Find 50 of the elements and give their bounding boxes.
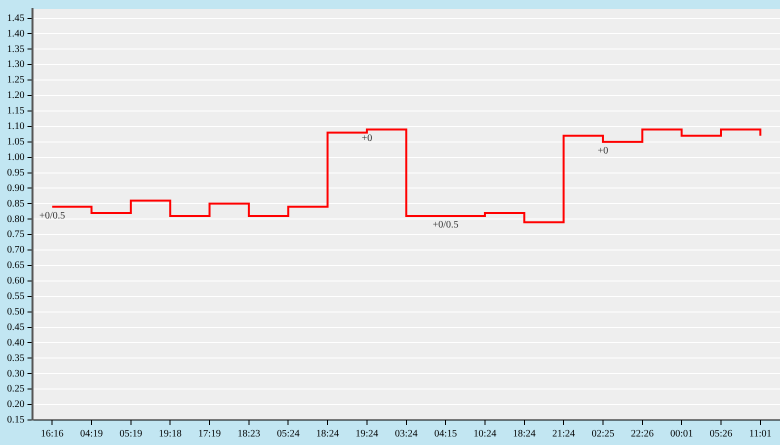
x-tick-label: 19:18 bbox=[158, 428, 182, 440]
annotation: +0/0.5 bbox=[39, 210, 66, 222]
y-tick-label: 0.70 bbox=[7, 244, 24, 256]
x-tick-label: 16:16 bbox=[40, 428, 64, 440]
y-tick-label: 0.15 bbox=[7, 414, 24, 426]
y-tick-label: 0.20 bbox=[7, 399, 24, 410]
y-tick-label: 0.55 bbox=[7, 291, 24, 302]
y-tick-label: 0.80 bbox=[7, 214, 24, 225]
y-tick-label: 1.15 bbox=[7, 106, 24, 117]
x-tick-label: 18:24 bbox=[316, 428, 339, 440]
y-tick-label: 1.45 bbox=[7, 12, 24, 24]
y-tick-label: 0.45 bbox=[7, 322, 24, 333]
y-tick-label: 0.35 bbox=[7, 352, 24, 364]
y-tick-label: 1.00 bbox=[7, 152, 24, 163]
y-tick-label: 1.40 bbox=[7, 28, 24, 40]
y-tick-label: 0.40 bbox=[7, 337, 24, 348]
y-tick-label: 0.90 bbox=[7, 182, 24, 194]
y-tick-label: 0.95 bbox=[7, 167, 24, 178]
annotation: +0 bbox=[598, 146, 608, 157]
y-tick-label: 1.20 bbox=[7, 90, 24, 102]
annotation: +0/0.5 bbox=[432, 220, 459, 231]
x-tick-label: 18:23 bbox=[237, 428, 260, 440]
y-tick-label: 1.10 bbox=[7, 121, 24, 132]
x-tick-label: 11:01 bbox=[749, 428, 772, 440]
y-tick-label: 0.75 bbox=[7, 229, 24, 240]
x-tick-label: 19:24 bbox=[356, 428, 378, 440]
y-tick-label: 1.05 bbox=[7, 136, 24, 148]
x-tick-label: 22:26 bbox=[630, 428, 654, 440]
annotation: +0 bbox=[362, 133, 372, 144]
x-tick-label: 21:24 bbox=[552, 428, 576, 440]
x-tick-label: 05:24 bbox=[276, 428, 300, 440]
y-tick-label: 0.50 bbox=[7, 306, 24, 318]
x-tick-label: 05:19 bbox=[119, 428, 142, 440]
x-tick-label: 02:25 bbox=[592, 428, 614, 440]
x-tick-label: 04:15 bbox=[434, 428, 457, 440]
y-tick-label: 0.30 bbox=[7, 368, 24, 380]
y-tick-label: 0.60 bbox=[7, 276, 24, 287]
x-tick-label: 05:26 bbox=[710, 428, 732, 440]
x-tick-label: 17:19 bbox=[198, 428, 221, 440]
y-tick-label: 1.35 bbox=[7, 44, 24, 55]
y-tick-label: 1.25 bbox=[7, 74, 24, 86]
x-tick-label: 10:24 bbox=[474, 428, 496, 440]
x-tick-label: 18:24 bbox=[512, 428, 536, 440]
y-tick-label: 1.30 bbox=[7, 59, 24, 70]
x-tick-label: 00:01 bbox=[670, 428, 694, 440]
y-tick-label: 0.65 bbox=[7, 260, 24, 272]
x-tick-label: 04:19 bbox=[80, 428, 103, 440]
x-tick-label: 03:24 bbox=[394, 428, 418, 440]
y-tick-label: 0.25 bbox=[7, 384, 24, 395]
y-tick-label: 0.85 bbox=[7, 198, 24, 210]
